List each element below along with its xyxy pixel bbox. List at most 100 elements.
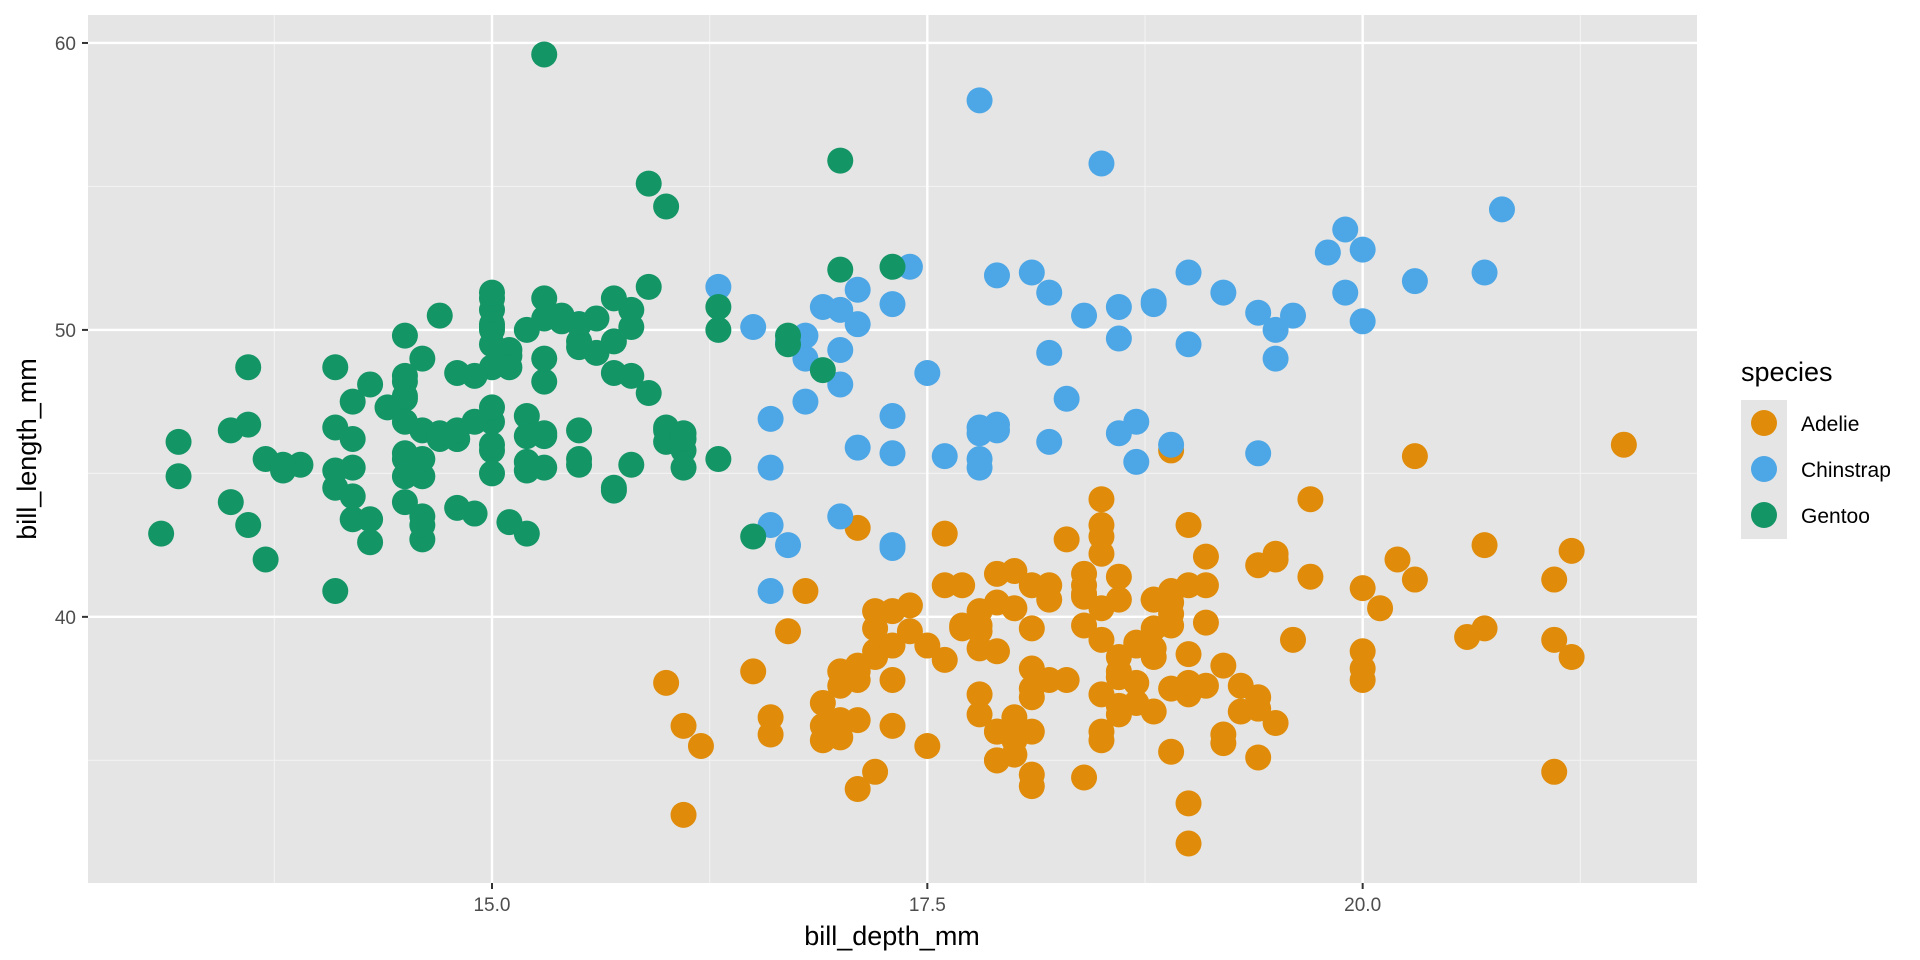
data-point-chinstrap <box>1088 150 1115 177</box>
y-axis-ticks: 40 50 60 <box>55 34 88 629</box>
data-point-chinstrap <box>827 371 854 398</box>
data-point-adelie <box>983 638 1010 665</box>
data-point-adelie <box>1558 537 1585 564</box>
data-point-chinstrap <box>1175 331 1202 358</box>
data-point-chinstrap <box>914 359 941 386</box>
data-point-chinstrap <box>983 262 1010 289</box>
data-point-adelie <box>1541 626 1568 653</box>
data-point-adelie <box>1245 695 1272 722</box>
data-point-chinstrap <box>966 420 993 447</box>
data-point-adelie <box>862 758 889 785</box>
legend-key-chinstrap <box>1751 456 1777 482</box>
data-point-adelie <box>1001 704 1028 731</box>
data-point-adelie <box>1262 540 1289 567</box>
data-point-adelie <box>1401 566 1428 593</box>
data-point-gentoo <box>478 279 505 306</box>
y-tick-label: 60 <box>55 34 76 55</box>
data-point-gentoo <box>165 463 192 490</box>
data-point-adelie <box>1210 730 1237 757</box>
y-tick-label: 40 <box>55 608 76 629</box>
data-point-adelie <box>1018 761 1045 788</box>
data-point-chinstrap <box>966 446 993 473</box>
data-point-gentoo <box>566 446 593 473</box>
data-point-adelie <box>879 712 906 739</box>
data-point-adelie <box>775 618 802 645</box>
data-point-adelie <box>1384 546 1411 573</box>
data-point-adelie <box>1471 615 1498 642</box>
data-point-gentoo <box>705 446 732 473</box>
data-point-gentoo <box>409 446 436 473</box>
data-point-gentoo <box>426 302 453 329</box>
data-point-gentoo <box>809 357 836 384</box>
data-point-chinstrap <box>827 337 854 364</box>
data-point-adelie <box>1210 652 1237 679</box>
data-point-chinstrap <box>1175 259 1202 286</box>
data-point-adelie <box>1297 563 1324 590</box>
data-point-adelie <box>1105 563 1132 590</box>
data-point-chinstrap <box>1053 385 1080 412</box>
legend-label-chinstrap: Chinstrap <box>1801 459 1891 482</box>
data-point-adelie <box>1541 758 1568 785</box>
data-point-adelie <box>966 681 993 708</box>
x-tick-label: 17.5 <box>909 895 946 916</box>
data-point-chinstrap <box>757 454 784 481</box>
data-point-chinstrap <box>1071 302 1098 329</box>
data-point-chinstrap <box>844 434 871 461</box>
data-point-chinstrap <box>1349 236 1376 263</box>
data-point-adelie <box>1471 532 1498 559</box>
data-point-adelie <box>1158 738 1185 765</box>
data-point-adelie <box>1140 586 1167 613</box>
data-point-adelie <box>862 598 889 625</box>
data-point-chinstrap <box>879 291 906 318</box>
data-point-gentoo <box>635 380 662 407</box>
data-point-gentoo <box>409 345 436 372</box>
data-point-gentoo <box>444 494 471 521</box>
data-point-chinstrap <box>827 296 854 323</box>
data-point-gentoo <box>705 316 732 343</box>
data-point-adelie <box>879 666 906 693</box>
data-point-adelie <box>1349 575 1376 602</box>
data-point-gentoo <box>635 170 662 197</box>
data-point-gentoo <box>600 359 627 386</box>
data-point-gentoo <box>235 411 262 438</box>
data-point-adelie <box>1071 612 1098 639</box>
data-point-adelie <box>1105 701 1132 728</box>
data-point-gentoo <box>566 334 593 361</box>
data-point-gentoo <box>357 371 384 398</box>
data-point-gentoo <box>600 477 627 504</box>
data-point-gentoo <box>600 328 627 355</box>
legend: species Adelie Chinstrap Gentoo <box>1741 357 1891 539</box>
data-point-chinstrap <box>757 405 784 432</box>
data-point-adelie <box>1192 572 1219 599</box>
data-point-adelie <box>1088 626 1115 653</box>
data-point-adelie <box>740 658 767 685</box>
data-point-adelie <box>687 732 714 759</box>
data-point-chinstrap <box>757 578 784 605</box>
data-point-adelie <box>931 520 958 547</box>
data-point-adelie <box>670 712 697 739</box>
legend-key-gentoo <box>1751 502 1777 528</box>
data-point-chinstrap <box>1158 431 1185 458</box>
data-point-gentoo <box>531 285 558 312</box>
data-point-adelie <box>1192 543 1219 570</box>
data-point-gentoo <box>618 451 645 478</box>
data-point-chinstrap <box>879 532 906 559</box>
data-point-chinstrap <box>1262 316 1289 343</box>
data-point-adelie <box>1175 641 1202 668</box>
data-point-adelie <box>896 618 923 645</box>
data-point-adelie <box>1088 727 1115 754</box>
data-point-adelie <box>1349 655 1376 682</box>
data-point-gentoo <box>670 425 697 452</box>
data-point-gentoo <box>461 362 488 389</box>
data-point-adelie <box>1245 744 1272 771</box>
data-point-chinstrap <box>1105 293 1132 320</box>
data-point-adelie <box>983 718 1010 745</box>
data-point-chinstrap <box>1314 239 1341 266</box>
data-point-adelie <box>1610 431 1637 458</box>
data-point-gentoo <box>409 512 436 539</box>
data-point-adelie <box>1158 612 1185 639</box>
data-point-chinstrap <box>1140 291 1167 318</box>
x-tick-label: 15.0 <box>473 895 510 916</box>
data-point-gentoo <box>357 506 384 533</box>
data-point-gentoo <box>531 41 558 68</box>
